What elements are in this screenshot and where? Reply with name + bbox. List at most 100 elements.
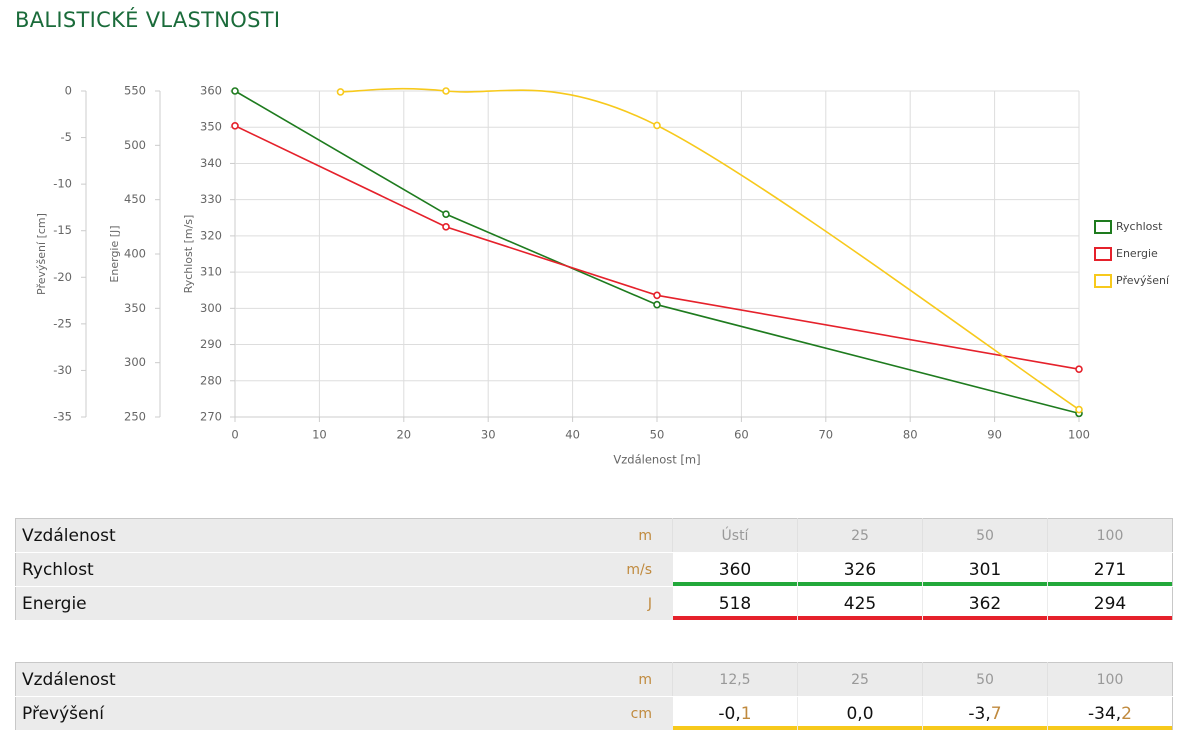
y-axis-title: Převýšení [cm]: [35, 213, 48, 295]
series-line: [234, 125, 1080, 370]
header-cell: m: [592, 662, 673, 697]
row-unit: m/s: [592, 552, 673, 587]
y-tick-label: 550: [124, 84, 146, 98]
row-unit: J: [592, 586, 673, 621]
data-point: [1075, 365, 1083, 373]
chart: 0 10 20 30 40 50 60 70 80 90 100 270 280 290 300 310 320…: [35, 84, 1170, 467]
data-table: Vzdálenost m 12,5 25 50 100 Převýšení cm -0,1 0,0…: [15, 662, 1173, 731]
series-line: [234, 90, 1080, 415]
x-tick-label: 80: [903, 428, 918, 442]
y-tick-label: 400: [124, 247, 146, 261]
header-row: Vzdálenost m 12,5 25 50 100: [15, 662, 1173, 697]
value-cell: -0,1: [672, 696, 798, 731]
row-label: Převýšení: [15, 696, 592, 731]
value-cell: 271: [1047, 552, 1173, 587]
data-point: [231, 121, 239, 130]
y-tick-label: 300: [124, 355, 146, 369]
y-tick-label: 350: [200, 120, 222, 134]
x-tick-label: 90: [987, 428, 1002, 442]
data-point: [653, 291, 661, 300]
y-tick-label: 360: [200, 84, 222, 98]
y-tick-label: 280: [200, 373, 222, 387]
data-point: [442, 223, 450, 231]
x-tick-label: 0: [231, 428, 238, 442]
value-cell: 518: [672, 586, 798, 621]
series-line: [340, 87, 1080, 411]
y-tick-label: -30: [53, 363, 72, 377]
row-label: Rychlost: [15, 552, 592, 587]
x-tick-label: 20: [396, 428, 411, 442]
y-tick-label: -15: [53, 223, 72, 237]
data-point: [231, 87, 239, 95]
value-cell: 326: [797, 552, 923, 587]
x-tick-label: 70: [818, 428, 833, 442]
value-cell: 362: [922, 586, 1048, 621]
data-point: [1075, 405, 1083, 414]
value-cell: 301: [922, 552, 1048, 587]
y-tick-label: 0: [65, 84, 72, 98]
y-tick-label: 290: [200, 337, 222, 351]
data-point: [442, 210, 450, 218]
x-tick-label: 40: [565, 428, 580, 442]
header-cell: m: [592, 518, 673, 553]
row-label: Energie: [15, 586, 592, 621]
y-tick-label: -25: [53, 316, 72, 330]
x-axis-title: Vzdálenost [m]: [613, 453, 700, 467]
header-cell: 50: [922, 518, 1048, 553]
x-tick-label: 100: [1068, 428, 1090, 442]
y-tick-label: 320: [200, 228, 222, 242]
y-tick-label: 450: [124, 192, 146, 206]
y-tick-label: 300: [200, 301, 222, 315]
page-title: BALISTICKÉ VLASTNOSTI: [15, 8, 281, 32]
value-cell: -34,2: [1047, 696, 1173, 731]
header-cell: Vzdálenost: [15, 662, 592, 697]
header-cell: 100: [1047, 662, 1173, 697]
decimal-part: 2: [1121, 703, 1132, 724]
legend-label: Rychlost: [1116, 220, 1163, 233]
y-tick-label: 330: [200, 192, 222, 206]
y-tick-label: 310: [200, 265, 222, 279]
data-row: Převýšení cm -0,1 0,0 -3,7 -34,2: [15, 696, 1173, 731]
decimal-part: 1: [740, 703, 752, 724]
x-tick-label: 60: [734, 428, 749, 442]
header-cell: 12,5: [672, 662, 798, 697]
y-tick-label: 340: [200, 156, 222, 170]
header-cell: 25: [797, 662, 923, 697]
value-cell: 360: [672, 552, 798, 587]
header-cell: Vzdálenost: [15, 518, 592, 553]
y-tick-label: -5: [61, 130, 72, 144]
x-tick-label: 50: [650, 428, 665, 442]
header-cell: Ústí: [672, 518, 798, 553]
y-axis-title: Rychlost [m/s]: [182, 215, 195, 294]
legend-swatch: [1094, 220, 1112, 234]
decimal-part: 7: [990, 703, 1002, 724]
y-tick-label: -10: [53, 177, 72, 191]
row-unit: cm: [592, 696, 673, 731]
y-tick-label: -35: [53, 410, 72, 424]
data-point: [336, 88, 345, 96]
data-row: Rychlost m/s 360 326 301 271: [15, 552, 1173, 587]
legend-label: Energie: [1116, 247, 1158, 260]
legend-label: Převýšení: [1116, 274, 1170, 287]
y-tick-label: 250: [124, 410, 146, 424]
y-tick-label: 270: [200, 410, 222, 424]
header-cell: 50: [922, 662, 1048, 697]
value-cell: 0,0: [797, 696, 923, 731]
header-cell: 100: [1047, 518, 1173, 553]
value-cell: 294: [1047, 586, 1173, 621]
y-tick-label: 500: [124, 138, 146, 152]
data-point: [442, 87, 450, 95]
value-cell: 425: [797, 586, 923, 621]
y-tick-label: 350: [124, 301, 146, 315]
y-axis-title: Energie [J]: [108, 225, 121, 282]
data-point: [653, 121, 661, 130]
data-table: Vzdálenost m Ústí 25 50 100 Rychlost m/s 360 326 3…: [15, 518, 1173, 621]
value-cell: -3,7: [922, 696, 1048, 731]
y-tick-label: -20: [53, 270, 72, 284]
x-tick-label: 10: [312, 428, 327, 442]
header-cell: 25: [797, 518, 923, 553]
header-row: Vzdálenost m Ústí 25 50 100: [15, 518, 1173, 553]
legend-swatch: [1094, 274, 1112, 288]
legend-swatch: [1094, 247, 1112, 261]
